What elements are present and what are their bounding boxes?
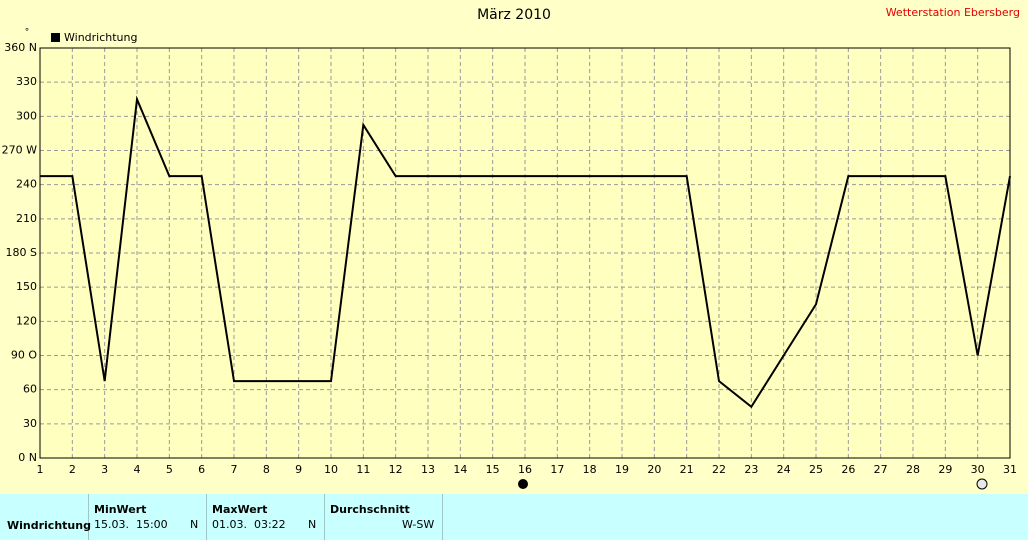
y-tick-label: 360 N — [4, 41, 37, 54]
y-tick-label: 120 — [16, 314, 37, 327]
x-tick-label: 26 — [841, 463, 855, 476]
y-tick-label: 210 — [16, 212, 37, 225]
x-tick-label: 27 — [874, 463, 888, 476]
cell: W-SW — [402, 518, 435, 531]
col — [206, 494, 325, 540]
y-tick-label: 180 S — [6, 246, 37, 259]
x-tick-label: 14 — [453, 463, 467, 476]
chart: März 2010 Wetterstation Ebersberg ° Wind… — [2, 6, 1020, 490]
x-tick-label: 3 — [101, 463, 108, 476]
x-tick-label: 28 — [906, 463, 920, 476]
cell: N — [190, 518, 199, 531]
header: Durchschnitt — [330, 503, 410, 516]
cell: N — [308, 518, 317, 531]
x-tick-label: 15 — [486, 463, 500, 476]
x-tick-label: 21 — [680, 463, 694, 476]
y-tick-label: 300 — [16, 109, 37, 122]
x-tick-label: 20 — [647, 463, 661, 476]
x-tick-label: 10 — [324, 463, 338, 476]
x-tick-label: 2 — [69, 463, 76, 476]
x-tick-label: 6 — [198, 463, 205, 476]
y-tick-label: 90 O — [11, 349, 37, 362]
chart-title: März 2010 — [477, 7, 551, 23]
col — [324, 494, 443, 540]
x-tick-label: 4 — [134, 463, 141, 476]
x-tick-label: 9 — [295, 463, 302, 476]
legend-label: Windrichtung — [64, 31, 137, 44]
y-tick-label: 30 — [23, 417, 37, 430]
y-tick-label: 0 N — [18, 451, 37, 464]
x-tick-label: 19 — [615, 463, 629, 476]
y-tick-label: 240 — [16, 178, 37, 191]
stats-panel: MinWert MaxWert Durchschnitt Windrichtun… — [0, 494, 1028, 540]
x-tick-label: 16 — [518, 463, 532, 476]
unit-label: ° — [25, 28, 30, 38]
x-tick-label: 30 — [971, 463, 985, 476]
x-tick-label: 24 — [777, 463, 791, 476]
legend-swatch — [51, 33, 60, 42]
x-tick-label: 11 — [356, 463, 370, 476]
x-tick-label: 31 — [1003, 463, 1017, 476]
station-name: Wetterstation Ebersberg — [886, 6, 1020, 19]
y-tick-label: 150 — [16, 280, 37, 293]
x-tick-label: 17 — [550, 463, 564, 476]
y-tick-label: 270 W — [2, 144, 37, 157]
x-tick-label: 1 — [37, 463, 44, 476]
x-tick-label: 23 — [744, 463, 758, 476]
x-tick-label: 8 — [263, 463, 270, 476]
plot-border — [39, 47, 1011, 459]
x-tick-label: 7 — [231, 463, 238, 476]
col — [88, 494, 207, 540]
y-tick-label: 60 — [23, 383, 37, 396]
row-label: Windrichtung — [7, 519, 91, 532]
x-tick-label: 29 — [938, 463, 952, 476]
moon-icon — [976, 478, 988, 490]
header: MinWert — [94, 503, 147, 516]
y-tick-label: 330 — [16, 75, 37, 88]
x-tick-label: 25 — [809, 463, 823, 476]
moon-icon — [518, 479, 528, 489]
header: MaxWert — [212, 503, 268, 516]
col — [0, 494, 89, 540]
x-tick-label: 13 — [421, 463, 435, 476]
x-tick-label: 12 — [389, 463, 403, 476]
data-line — [40, 95, 1011, 409]
x-tick-label: 22 — [712, 463, 726, 476]
cell: 01.03. 03:22 — [212, 518, 286, 531]
x-tick-label: 5 — [166, 463, 173, 476]
x-tick-label: 18 — [583, 463, 597, 476]
cell: 15.03. 15:00 — [94, 518, 168, 531]
